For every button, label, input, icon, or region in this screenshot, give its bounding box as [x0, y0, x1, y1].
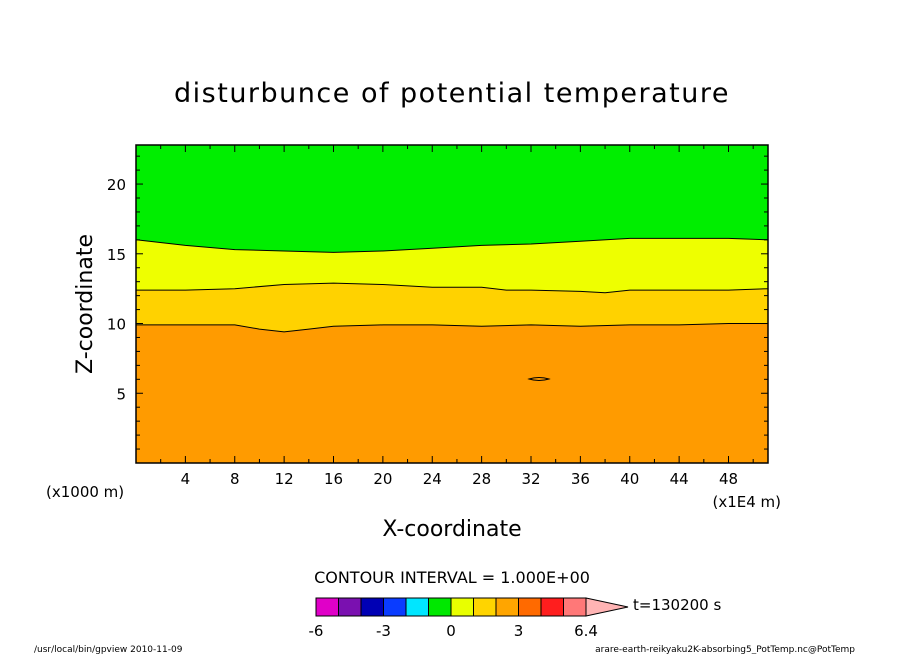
colorbar-arrow	[585, 597, 629, 617]
colorbar-swatch	[383, 597, 407, 617]
plot-frame	[135, 144, 769, 464]
colorbar-swatch	[563, 597, 587, 617]
x-tick-label: 16	[324, 470, 343, 488]
x-tick-label: 28	[472, 470, 491, 488]
y-axis-label: Z-coordinate	[73, 234, 98, 374]
colorbar-label: -6	[309, 622, 324, 640]
colorbar-swatch	[405, 597, 429, 617]
chart-title: disturbunce of potential temperature	[174, 78, 730, 109]
x-tick-label: 32	[521, 470, 540, 488]
colorbar: -6 -3 0 3 6.4	[309, 597, 629, 640]
x-unit-left: (x1000 m)	[46, 483, 124, 501]
x-tick-label: 44	[670, 470, 689, 488]
colorbar-swatch	[450, 597, 474, 617]
contour-line-1	[135, 237, 769, 253]
region-orange	[136, 323, 768, 463]
y-tick-label: 20	[107, 176, 126, 194]
x-axis-label: X-coordinate	[382, 517, 521, 542]
x-tick-label: 36	[571, 470, 590, 488]
x-tick-label: 4	[181, 470, 191, 488]
x-tick-label: 20	[373, 470, 392, 488]
x-tick-label: 24	[423, 470, 442, 488]
contour-interval-label: CONTOUR INTERVAL = 1.000E+00	[314, 568, 590, 587]
x-unit-right: (x1E4 m)	[712, 493, 781, 511]
colorbar-label: 6.4	[574, 622, 598, 640]
colorbar-swatch	[315, 597, 339, 617]
contour-line-2	[136, 282, 769, 294]
footer-left: /usr/local/bin/gpview 2010-11-09	[34, 645, 183, 654]
footer-right: arare-earth-reikyaku2K-absorbing5_PotTem…	[595, 645, 855, 654]
colorbar-swatch	[495, 597, 519, 617]
colorbar-swatch	[360, 597, 384, 617]
y-tick-label: 5	[116, 385, 126, 403]
region-gold	[136, 283, 768, 332]
colorbar-label: 0	[446, 622, 456, 640]
time-label: t=130200 s	[633, 596, 721, 614]
region-yellow	[136, 238, 768, 293]
x-tick-label: 40	[620, 470, 639, 488]
contour-line-3	[136, 323, 768, 333]
x-tick-label: 12	[275, 470, 294, 488]
colorbar-label: -3	[376, 622, 391, 640]
small-contour-blob	[527, 377, 551, 381]
colorbar-label: 3	[514, 622, 524, 640]
colorbar-swatch	[518, 597, 542, 617]
y-tick-label: 10	[107, 316, 126, 334]
colorbar-swatch	[540, 597, 564, 617]
colorbar-swatch	[473, 597, 497, 617]
colorbar-swatch	[428, 597, 452, 617]
colorbar-swatch	[338, 597, 362, 617]
x-tick-label: 48	[719, 470, 738, 488]
y-tick-label: 15	[107, 246, 126, 264]
x-tick-label: 8	[230, 470, 240, 488]
